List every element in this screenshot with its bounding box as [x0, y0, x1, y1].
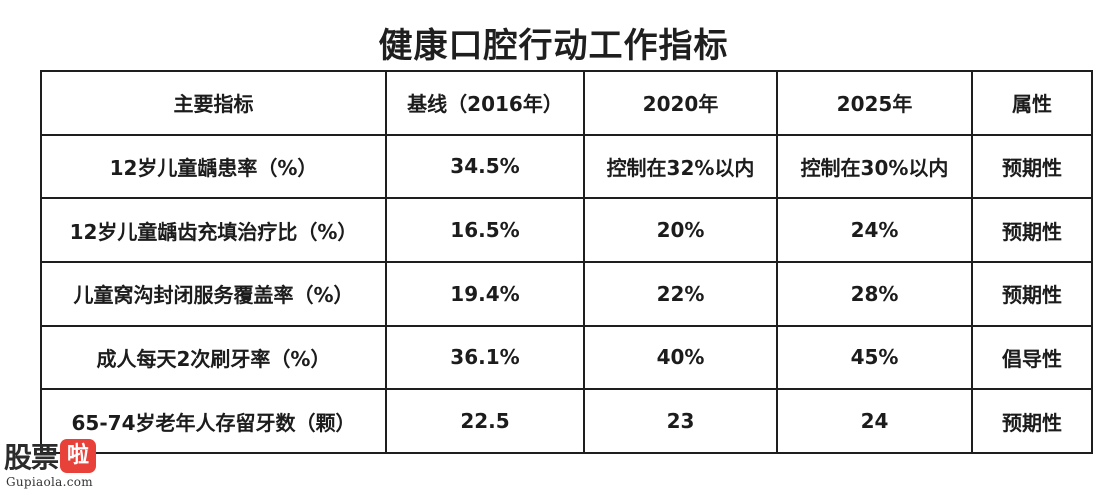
cell-2020: 40%	[583, 324, 778, 391]
header-cell-2025: 2025年	[776, 70, 973, 136]
cell-indicator: 12岁儿童龋患率（%）	[40, 133, 387, 200]
cell-2025: 24%	[776, 197, 973, 263]
cell-attribute: 预期性	[971, 260, 1093, 327]
cell-baseline: 22.5	[385, 388, 585, 454]
cell-baseline: 36.1%	[385, 324, 585, 391]
cell-2025: 28%	[776, 260, 973, 327]
cell-indicator: 儿童窝沟封闭服务覆盖率（%）	[40, 260, 387, 327]
cell-baseline: 34.5%	[385, 133, 585, 200]
watermark-logo-badge: 啦	[60, 439, 97, 473]
table-row: 12岁儿童龋齿充填治疗比（%） 16.5% 20% 24% 预期性	[40, 197, 1093, 263]
cell-indicator: 65-74岁老年人存留牙数（颗）	[40, 388, 387, 454]
table-row: 12岁儿童龋患率（%） 34.5% 控制在32%以内 控制在30%以内 预期性	[40, 133, 1093, 200]
cell-2025: 45%	[776, 324, 973, 391]
watermark-logo-mark: 股票 啦	[4, 438, 97, 474]
page-title: 健康口腔行动工作指标	[378, 26, 729, 66]
header-cell-attribute: 属性	[971, 70, 1093, 136]
cell-2020: 控制在32%以内	[583, 133, 778, 200]
header-cell-baseline: 基线（2016年）	[385, 70, 585, 136]
cell-attribute: 倡导性	[971, 324, 1093, 391]
cell-attribute: 预期性	[971, 133, 1093, 200]
cell-indicator: 12岁儿童龋齿充填治疗比（%）	[40, 197, 387, 263]
header-cell-indicator: 主要指标	[40, 70, 387, 136]
table-row: 儿童窝沟封闭服务覆盖率（%） 19.4% 22% 28% 预期性	[40, 260, 1093, 327]
cell-attribute: 预期性	[971, 388, 1093, 454]
table-row: 成人每天2次刷牙率（%） 36.1% 40% 45% 倡导性	[40, 324, 1093, 391]
indicators-table: 主要指标 基线（2016年） 2020年 2025年 属性 12岁儿童龋患率（%…	[40, 70, 1093, 454]
cell-2025: 24	[776, 388, 973, 454]
table-row: 65-74岁老年人存留牙数（颗） 22.5 23 24 预期性	[40, 388, 1093, 454]
cell-2020: 20%	[583, 197, 778, 263]
watermark-url: Gupiaola.com	[6, 475, 93, 489]
watermark-logo-text: 股票	[4, 441, 59, 474]
cell-2020: 23	[583, 388, 778, 454]
cell-baseline: 19.4%	[385, 260, 585, 327]
table-header-row: 主要指标 基线（2016年） 2020年 2025年 属性	[40, 70, 1093, 136]
cell-indicator: 成人每天2次刷牙率（%）	[40, 324, 387, 391]
cell-2025: 控制在30%以内	[776, 133, 973, 200]
cell-2020: 22%	[583, 260, 778, 327]
header-cell-2020: 2020年	[583, 70, 778, 136]
watermark-logo: 股票 啦 Gupiaola.com	[4, 438, 124, 492]
cell-attribute: 预期性	[971, 197, 1093, 263]
cell-baseline: 16.5%	[385, 197, 585, 263]
